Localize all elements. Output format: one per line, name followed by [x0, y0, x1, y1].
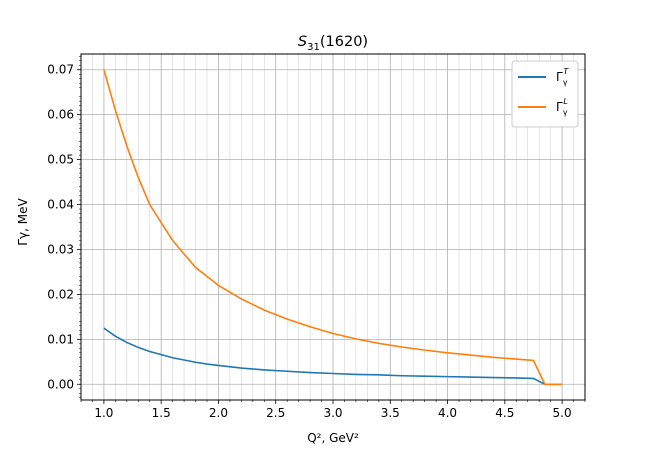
- legend-label-transverse-base: Γ: [556, 70, 563, 84]
- y-tick-label: 0.06: [47, 108, 74, 122]
- x-tick-label: 1.5: [152, 406, 171, 420]
- y-tick-label: 0.03: [47, 242, 74, 256]
- chart-title-subscript: 31: [307, 42, 320, 53]
- legend-label-longitudinal-sup: L: [563, 97, 567, 106]
- legend-label-longitudinal-sub: γ: [563, 108, 568, 117]
- x-tick-label: 3.5: [381, 406, 400, 420]
- chart-title-main: S: [298, 34, 307, 50]
- legend-label-transverse: ΓγT: [556, 67, 569, 87]
- y-tick-label: 0.02: [47, 287, 74, 301]
- x-axis-ticks: 1.0 1.5 2.0 2.5 3.0 3.5 4.0 4.5 5.0: [80, 400, 586, 420]
- chart-title-rest: (1620): [320, 34, 368, 50]
- x-tick-label: 4.5: [495, 406, 514, 420]
- y-tick-label: 0.01: [47, 332, 74, 346]
- y-axis-label: Γγ, MeV: [16, 198, 30, 246]
- x-tick-label: 2.0: [209, 406, 228, 420]
- legend-label-transverse-sup: T: [563, 67, 569, 76]
- x-tick-label: 3.0: [323, 406, 342, 420]
- series-lines: [103, 69, 563, 386]
- y-tick-label: 0.05: [47, 153, 74, 167]
- chart-title: S31(1620): [298, 34, 368, 53]
- x-axis-label: Q², GeV²: [307, 431, 359, 445]
- legend-label-transverse-sub: γ: [563, 78, 568, 87]
- x-tick-label: 5.0: [553, 406, 572, 420]
- legend-label-longitudinal-base: Γ: [556, 100, 563, 114]
- x-tick-label: 2.5: [266, 406, 285, 420]
- legend: ΓγT ΓγL: [511, 60, 579, 128]
- series-transverse-line: [103, 327, 563, 386]
- x-tick-label: 1.0: [94, 406, 113, 420]
- legend-label-longitudinal: ΓγL: [556, 97, 568, 117]
- y-axis-ticks: 0.00 0.01 0.02 0.03 0.04 0.05 0.06 0.07: [47, 55, 81, 399]
- y-tick-label: 0.07: [47, 63, 74, 77]
- series-longitudinal-line: [103, 69, 563, 386]
- x-tick-label: 4.0: [438, 406, 457, 420]
- y-tick-label: 0.04: [47, 198, 74, 212]
- y-tick-label: 0.00: [47, 377, 74, 391]
